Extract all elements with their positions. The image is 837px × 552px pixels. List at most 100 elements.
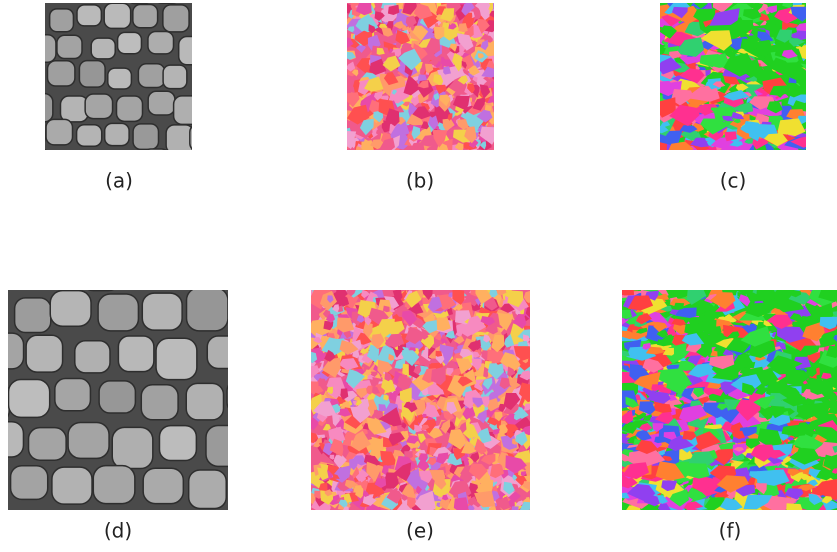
panel-image: [338, 0, 505, 158]
grain: [11, 466, 48, 500]
grain: [203, 149, 228, 173]
grain: [40, 249, 79, 284]
grain: [154, 0, 180, 3]
grain: [133, 5, 158, 28]
grain: [50, 9, 74, 32]
grain: [249, 423, 286, 462]
grain: [230, 466, 269, 503]
grain: [65, 0, 92, 1]
grain: [179, 36, 206, 64]
grain: [99, 381, 135, 413]
grain: [173, 250, 210, 285]
panels: [0, 0, 837, 552]
grain: [786, 503, 803, 518]
grain: [148, 31, 174, 53]
grain: [159, 426, 196, 461]
grain: [209, 34, 233, 54]
grain: [163, 65, 187, 89]
panel-image: [608, 282, 837, 518]
grain: [141, 385, 178, 420]
grain: [55, 379, 91, 411]
grain: [206, 426, 246, 467]
grain: [143, 468, 183, 503]
grain: [77, 125, 102, 146]
grain: [26, 150, 50, 171]
grain: [207, 336, 243, 368]
grain: [0, 291, 4, 327]
grain: [26, 513, 66, 552]
grain: [0, 469, 6, 505]
grain: [25, 94, 52, 122]
grain: [127, 0, 151, 4]
panel-image: [2, 0, 235, 180]
grain: [232, 295, 270, 333]
grain: [227, 379, 267, 414]
panel-image: [642, 0, 821, 158]
grain: [209, 90, 235, 115]
grain: [57, 35, 82, 58]
grain: [118, 336, 153, 372]
grain: [193, 7, 219, 32]
panel-image: [301, 282, 538, 520]
grain: [156, 338, 197, 379]
grain: [187, 288, 228, 331]
grain: [50, 291, 91, 327]
grain: [163, 5, 189, 32]
grain: [54, 152, 82, 176]
grain: [0, 333, 24, 369]
grain: [14, 65, 39, 88]
grain: [142, 293, 182, 330]
panel-label: (c): [720, 169, 747, 193]
grain: [0, 382, 9, 423]
grain: [246, 510, 282, 543]
grain: [454, 497, 469, 513]
grain: [104, 3, 130, 28]
grain: [617, 310, 632, 319]
grain: [511, 506, 518, 514]
grain: [205, 514, 245, 552]
panel-label: (a): [105, 169, 133, 193]
grain: [124, 248, 165, 283]
grain: [68, 422, 109, 458]
grain: [9, 380, 50, 418]
grain: [52, 467, 92, 504]
panel-label: (f): [719, 519, 742, 543]
grain: [0, 247, 32, 283]
grain: [180, 153, 204, 176]
grain: [108, 68, 132, 89]
panel-label: (d): [104, 519, 132, 543]
grain: [0, 422, 23, 457]
grain: [117, 96, 143, 121]
grain: [75, 341, 110, 373]
panel-label: (b): [406, 169, 434, 193]
grain: [17, 124, 45, 149]
grain: [218, 247, 254, 278]
grain: [190, 124, 216, 151]
panel-label: (e): [406, 519, 434, 543]
grain: [133, 124, 158, 150]
grain: [98, 294, 138, 331]
grain: [189, 470, 227, 509]
grain: [29, 428, 67, 461]
grain: [91, 38, 115, 59]
grain: [28, 35, 56, 62]
grain: [174, 96, 202, 125]
grain: [118, 32, 142, 53]
grain: [16, 5, 41, 29]
grain: [15, 298, 51, 333]
grain: [85, 94, 112, 119]
grain: [93, 466, 135, 504]
panel-image: [0, 247, 286, 552]
grain: [112, 427, 153, 468]
grain: [197, 65, 221, 89]
grain: [60, 96, 88, 122]
grain: [26, 335, 62, 372]
figure: (a) (b) (c) (d) (e) (f): [0, 0, 837, 552]
grain: [2, 0, 27, 4]
grain: [77, 5, 101, 26]
grain: [0, 514, 24, 552]
grain: [82, 253, 120, 291]
grain: [436, 351, 443, 357]
grain: [47, 61, 74, 86]
grain: [138, 64, 165, 88]
